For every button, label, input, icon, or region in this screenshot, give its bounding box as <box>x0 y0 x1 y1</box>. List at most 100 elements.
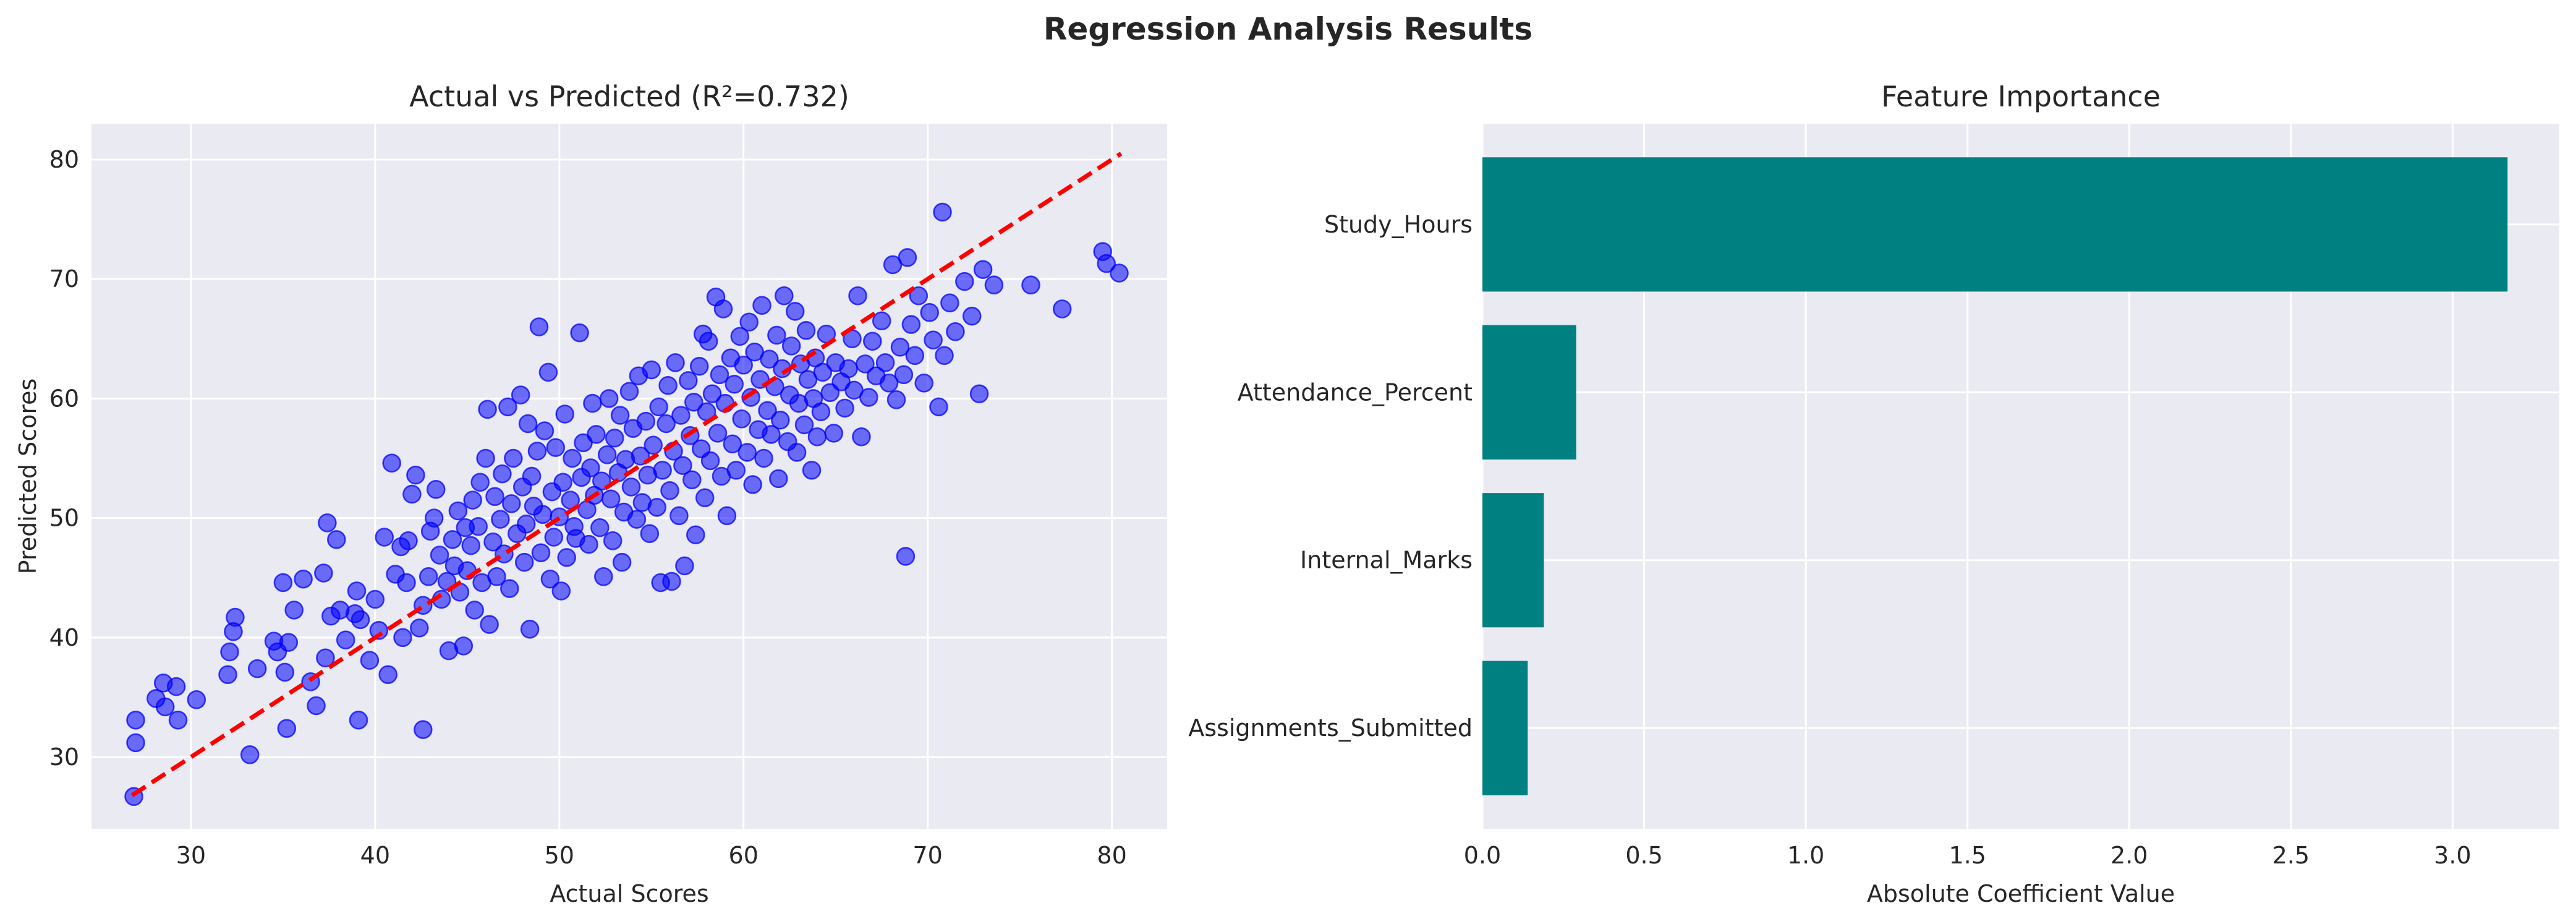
scatter-chart: 30 40 50 60 70 80 30 40 50 60 70 80 Actual vs Pred… <box>14 80 1167 907</box>
scatter-point <box>279 633 299 652</box>
scatter-point <box>511 385 530 404</box>
scatter-point <box>739 312 759 332</box>
scatter-point <box>187 690 206 709</box>
scatter-point <box>621 477 641 497</box>
scatter-point <box>514 552 534 572</box>
scatter-point <box>642 360 661 380</box>
scatter-point <box>839 359 858 379</box>
bar-category-label: Attendance_Percent <box>1238 379 1473 406</box>
scatter-x-tick-label: 60 <box>729 842 759 869</box>
scatter-point <box>610 406 630 425</box>
scatter-point <box>599 389 619 408</box>
scatter-point <box>570 323 589 343</box>
scatter-point <box>962 306 982 326</box>
scatter-point <box>811 402 831 421</box>
scatter-point <box>1097 254 1116 273</box>
scatter-point <box>708 424 728 443</box>
scatter-points <box>124 202 1129 807</box>
scatter-point <box>856 354 875 374</box>
scatter-point <box>419 567 438 586</box>
scatter-point <box>1021 275 1040 295</box>
scatter-point <box>448 501 468 521</box>
scatter-point <box>465 601 484 620</box>
scatter-point <box>275 662 295 682</box>
scatter-point <box>785 302 805 321</box>
bar-x-tick-label: 0.0 <box>1464 842 1501 869</box>
scatter-point <box>679 371 698 390</box>
bar-x-axis-label: Absolute Coefficient Value <box>1867 880 2175 907</box>
scatter-title: Actual vs Predicted (R²=0.732) <box>409 80 849 113</box>
scatter-point <box>726 461 746 480</box>
scatter-point <box>551 581 571 601</box>
scatter-point <box>890 338 910 357</box>
scatter-point <box>240 745 260 764</box>
scatter-point <box>758 401 777 420</box>
scatter-point <box>563 448 582 468</box>
scatter-point <box>540 569 560 589</box>
scatter-x-tick-label: 70 <box>912 842 942 869</box>
scatter-point <box>824 424 843 443</box>
bar-category-label: Internal_Marks <box>1300 547 1473 574</box>
scatter-point <box>493 464 512 484</box>
scatter-point <box>314 563 333 583</box>
scatter-point <box>769 469 788 489</box>
scatter-point <box>557 548 576 567</box>
scatter-point <box>872 311 891 331</box>
bar-x-tick-label: 2.0 <box>2111 842 2148 869</box>
scatter-point <box>920 303 939 322</box>
scatter-point <box>218 665 237 684</box>
scatter-point <box>126 710 145 730</box>
scatter-point <box>929 397 948 417</box>
scatter-point <box>168 710 188 730</box>
bar-title: Feature Importance <box>1881 80 2161 113</box>
ideal-fit-line <box>130 152 1123 797</box>
scatter-point <box>886 390 906 409</box>
scatter-point <box>802 461 822 480</box>
scatter-point <box>487 567 506 586</box>
scatter-point <box>430 546 449 565</box>
scatter-point <box>516 515 536 534</box>
scatter-point <box>365 589 385 609</box>
scatter-point <box>483 533 503 552</box>
scatter-point <box>933 202 952 222</box>
scatter-point <box>835 398 854 418</box>
scatter-point <box>410 619 429 638</box>
scatter-point <box>369 621 389 640</box>
scatter-point <box>597 445 617 464</box>
scatter-point <box>546 438 566 457</box>
scatter-point <box>590 518 610 537</box>
scatter-point <box>657 414 676 434</box>
scatter-point <box>500 579 519 598</box>
scatter-point <box>658 375 678 395</box>
scatter-point <box>653 461 672 480</box>
scatter-point <box>402 484 422 504</box>
scatter-point <box>399 531 418 550</box>
scatter-x-tick-label: 50 <box>545 842 574 869</box>
scatter-point <box>695 488 715 508</box>
scatter-point <box>644 435 663 455</box>
scatter-point <box>699 332 718 351</box>
scatter-point <box>700 451 720 471</box>
scatter-point <box>463 490 482 510</box>
scatter-point <box>544 528 564 547</box>
scatter-point <box>349 710 368 730</box>
scatter-point <box>382 453 401 473</box>
scatter-point <box>675 556 694 576</box>
scatter-point <box>666 353 685 372</box>
scatter-point <box>781 336 801 356</box>
scatter-point <box>914 374 933 393</box>
scatter-point <box>527 442 547 461</box>
scatter-point <box>351 610 370 630</box>
scatter-point <box>762 425 781 444</box>
scatter-point <box>478 400 497 419</box>
bar-x-tick-label: 0.5 <box>1625 842 1662 869</box>
scatter-point <box>518 414 538 434</box>
scatter-point <box>316 648 335 667</box>
bars <box>1482 157 2508 795</box>
scatter-point <box>583 393 602 413</box>
scatter-x-tick-label: 80 <box>1097 842 1126 869</box>
scatter-point <box>126 733 145 753</box>
scatter-point <box>717 506 737 526</box>
scatter-point <box>347 581 367 601</box>
